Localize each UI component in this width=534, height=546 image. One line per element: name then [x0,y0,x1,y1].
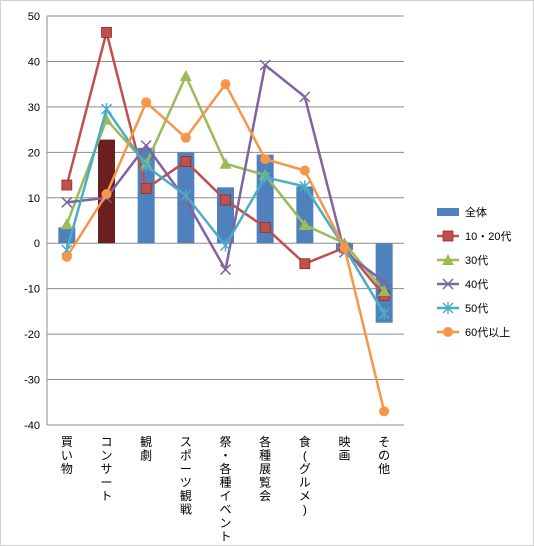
point-marker [378,276,390,288]
point-marker [180,156,192,167]
legend-item: 30代 [437,254,488,267]
point-marker [299,180,311,193]
line-series [60,26,391,417]
y-tick-label: -30 [24,375,40,387]
legend-label: 全体 [465,205,487,219]
point-marker [339,242,350,253]
y-tick-label: 40 [28,56,40,68]
point-marker [100,103,113,116]
line-series-group [61,79,390,417]
y-tick-label: -40 [24,420,40,432]
point-marker [298,219,311,231]
point-marker [378,307,390,320]
point-marker [259,59,271,71]
y-tick-label: 20 [28,147,40,159]
line-series-group [61,26,390,301]
legend-label: 50代 [465,302,488,315]
legend-item: 50代 [437,302,488,315]
point-marker [442,254,454,265]
point-marker [299,258,311,270]
point-marker [220,194,231,206]
point-marker [379,406,390,417]
category-label: 祭・各種イベント [219,435,231,544]
category-label: 映画 [338,435,350,463]
point-marker [443,327,453,337]
point-marker [61,196,73,208]
bar [256,154,274,244]
point-marker [141,97,152,108]
legend-item: 60代以上 [437,326,510,339]
y-tick-label: -20 [24,329,40,341]
point-marker [442,302,454,314]
legend-label: 10・20代 [465,230,511,243]
point-marker [442,278,454,290]
point-marker [219,157,232,169]
point-marker [61,251,72,262]
point-marker [220,79,231,90]
category-label: スポーツ観戦 [180,435,192,517]
legend-label: 40代 [465,278,488,291]
point-marker [179,69,192,81]
category-label: その他 [378,435,390,476]
y-tick-label: 30 [28,102,40,114]
point-marker [140,183,152,195]
category-label: コンサート [100,435,112,503]
point-marker [60,218,73,230]
legend-item: 10・20代 [437,230,511,243]
point-marker [299,91,311,103]
x-axis-categories: 買い物 コンサート 観劇 スポーツ観戦 祭・各種イベント 各種展覧会 食(グルメ) 映画 その他 [61,434,390,544]
point-marker [299,165,310,176]
category-label: 食(グルメ) [299,434,311,517]
line-series-group [61,103,390,320]
point-marker [61,179,73,191]
category-label: 買い物 [61,435,73,476]
point-marker [180,189,192,202]
category-label: 各種展覧会 [259,434,271,503]
legend: 全体 10・20代 30代 40代 50代 60代以上 [437,205,511,339]
y-tick-label: -10 [24,284,40,296]
category-label: 観劇 [140,435,152,463]
point-marker [378,284,391,296]
point-marker [442,230,454,242]
legend-item: 全体 [437,205,487,219]
point-marker [140,159,152,172]
legend-item: 40代 [437,278,488,291]
point-marker [219,239,232,252]
y-tick-label: 0 [34,238,40,250]
point-marker [219,264,232,276]
y-tick-label: 50 [28,11,40,23]
bar [375,243,393,323]
y-tick-label: 10 [28,193,40,205]
point-marker [140,139,152,152]
y-axis-ticks: -40 -30 -20 -10 0 10 20 30 40 50 [24,11,40,432]
legend-label: 30代 [465,254,488,267]
point-marker [259,171,271,184]
point-marker [101,26,112,38]
grid-lines [46,15,404,426]
point-marker [180,132,191,143]
point-marker [101,189,112,200]
legend-swatch [437,208,459,216]
point-marker [259,221,271,233]
point-marker [260,154,271,165]
legend-label: 60代以上 [465,326,510,339]
